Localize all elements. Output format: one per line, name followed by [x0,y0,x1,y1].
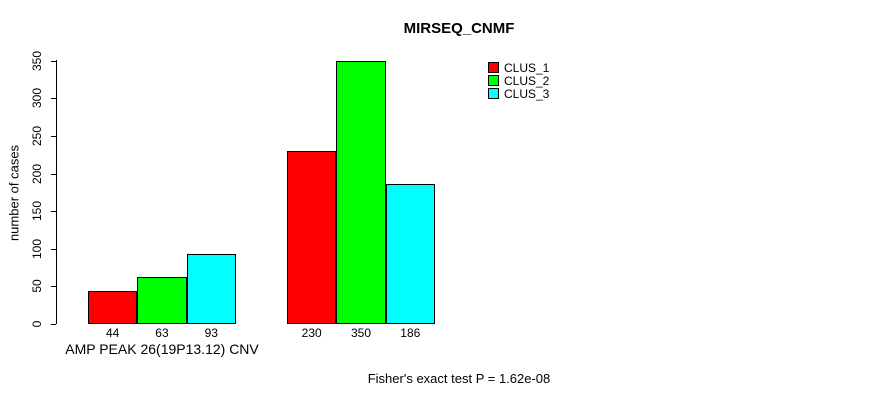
legend: CLUS_1 CLUS_2 CLUS_3 [488,60,550,101]
y-axis-tick [51,173,56,175]
bar-value-label: 230 [301,326,322,340]
y-axis-tick [51,60,56,62]
y-axis-tick [51,211,56,213]
fisher-test-annotation: Fisher's exact test P = 1.62e-08 [367,371,551,386]
y-axis-tick [51,98,56,100]
bar-value-label: 44 [105,326,120,340]
legend-swatch-clus-3-icon [488,88,499,99]
legend-label-clus-2: CLUS_2 [504,73,550,88]
y-axis-line [56,60,57,324]
legend-item-clus-3: CLUS_3 [488,86,550,101]
y-axis-tick [51,248,56,250]
y-axis-tick-label: 150 [30,201,44,222]
y-axis-tick [51,136,56,137]
legend-swatch-clus-2-icon [488,75,499,86]
bar-value-label: 63 [155,326,169,340]
bar-value-label: 350 [350,326,371,340]
bar-value-label: 186 [400,326,421,340]
legend-label-clus-3: CLUS_3 [504,86,550,101]
y-axis-tick-label: 50 [30,279,44,294]
bar-clus_1-group-2 [287,151,337,324]
chart-title: MIRSEQ_CNMF [403,20,515,37]
y-axis-tick [51,324,56,325]
bar-clus_2-group-2 [336,60,386,324]
legend-swatch-clus-1-icon [488,62,499,73]
legend-item-clus-2: CLUS_2 [488,73,550,88]
y-axis-tick-label: 200 [30,163,44,184]
y-axis-label: number of cases [6,144,22,242]
y-axis-tick [51,286,56,288]
bar-clus_3-group-1 [186,254,236,324]
bar-value-label: 93 [204,326,218,340]
bar-clus_1-group-1 [88,290,138,324]
y-axis-tick-label: 300 [30,88,44,109]
x-axis-group-label: AMP PEAK 26(19P13.12) CNV [65,341,259,357]
legend-label-clus-1: CLUS_1 [504,60,550,75]
legend-item-clus-1: CLUS_1 [488,60,550,75]
y-axis-tick-label: 350 [30,50,44,71]
y-axis-tick-label: 100 [30,238,44,259]
y-axis-tick-label: 0 [30,320,44,328]
bar-clus_2-group-1 [137,276,187,324]
bar-clus_3-group-2 [385,184,435,324]
y-axis-tick-label: 250 [30,125,44,147]
